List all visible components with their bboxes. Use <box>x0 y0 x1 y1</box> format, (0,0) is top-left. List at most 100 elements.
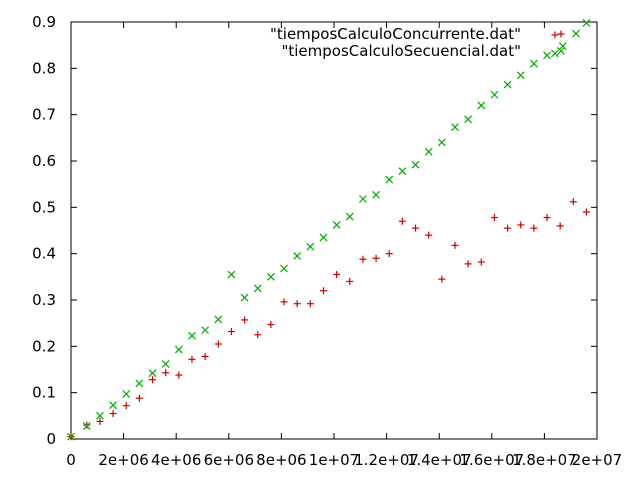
data-point-d2 <box>529 59 538 68</box>
data-point-d2 <box>464 115 473 124</box>
data-point-d2 <box>188 331 196 340</box>
data-point <box>333 271 341 279</box>
data-point <box>227 328 235 336</box>
data-point <box>201 353 209 361</box>
data-point <box>149 376 157 384</box>
data-point-d2 <box>266 272 275 281</box>
data-point-d2 <box>109 401 118 410</box>
legend-marker-plus <box>557 30 565 38</box>
data-point <box>556 222 564 230</box>
data-point <box>516 71 525 80</box>
data-point <box>188 355 196 363</box>
y-tick-label: 0 <box>46 430 56 448</box>
x-tick-label: 1.6e+07 <box>459 451 524 469</box>
data-point-d2 <box>227 270 236 279</box>
data-point-d2 <box>516 71 525 80</box>
data-point-d2 <box>582 19 591 27</box>
data-point-d2 <box>385 175 394 184</box>
data-point <box>504 224 512 232</box>
x-tick-label: 0 <box>66 451 76 469</box>
data-point <box>345 212 354 221</box>
data-point-d2 <box>332 221 341 229</box>
data-point <box>572 29 580 38</box>
legend-symbol-d2 <box>557 47 565 55</box>
legend-entry-secuencial: "tiemposCalculoSecuencial.dat" <box>281 42 565 60</box>
data-point <box>135 394 143 402</box>
data-point <box>306 242 315 251</box>
data-point <box>241 316 249 324</box>
data-point <box>438 275 446 283</box>
data-point <box>96 417 104 425</box>
data-point <box>161 360 170 368</box>
data-point-d2 <box>398 167 407 176</box>
data-point <box>175 371 183 379</box>
data-point <box>424 147 433 156</box>
data-point <box>254 331 262 339</box>
data-point <box>214 315 223 324</box>
data-point-d2 <box>280 264 288 273</box>
data-point <box>477 101 486 110</box>
legend: "tiemposCalculoConcurrente.dat" "tiempos… <box>270 25 565 60</box>
data-point <box>398 167 407 176</box>
data-point <box>240 293 249 302</box>
data-point-d2 <box>161 360 170 368</box>
data-point-d2 <box>550 49 559 58</box>
data-point <box>359 255 367 263</box>
data-point <box>227 270 236 279</box>
data-point <box>412 224 420 232</box>
y-tick-label: 0.8 <box>32 59 56 77</box>
data-point <box>451 123 459 132</box>
data-point <box>464 260 472 268</box>
data-point-d2 <box>451 123 459 132</box>
data-point-d2 <box>543 51 551 60</box>
legend-label: "tiemposCalculoSecuencial.dat" <box>281 42 521 60</box>
data-point-d2 <box>490 90 499 99</box>
y-tick-label: 0.3 <box>32 291 56 309</box>
data-point <box>582 208 590 216</box>
data-point <box>385 175 394 184</box>
data-point <box>558 42 567 51</box>
data-point-d2 <box>174 345 183 354</box>
data-point-d2 <box>122 390 131 398</box>
data-point-d2 <box>214 315 223 324</box>
data-point-d2 <box>411 160 420 169</box>
data-point <box>569 198 577 206</box>
data-point-d2 <box>96 411 104 420</box>
data-point <box>162 369 170 377</box>
data-point <box>372 254 380 262</box>
legend-marker-cross <box>557 47 565 55</box>
data-point <box>437 138 446 147</box>
data-point-d2 <box>558 42 567 51</box>
y-tick-label: 0.4 <box>32 245 56 263</box>
data-point <box>517 221 525 229</box>
data-point <box>253 284 262 293</box>
x-tick-label: 2e+07 <box>572 451 622 469</box>
data-point <box>550 49 559 58</box>
data-point-d2 <box>572 29 580 38</box>
data-point <box>359 195 367 203</box>
data-point <box>96 411 104 420</box>
data-point <box>214 340 222 348</box>
data-point-d2 <box>67 432 75 441</box>
data-point <box>280 264 288 273</box>
data-point-d2 <box>372 190 381 199</box>
data-point-d2 <box>201 326 210 335</box>
data-point <box>543 51 551 60</box>
data-point <box>530 224 538 232</box>
data-point <box>188 331 196 340</box>
data-point <box>490 90 499 99</box>
data-point <box>293 252 302 260</box>
x-tick-label: 8e+06 <box>256 451 306 469</box>
data-point-d2 <box>135 379 144 388</box>
data-point <box>346 277 354 285</box>
data-point <box>582 19 591 27</box>
data-point-d2 <box>437 138 446 147</box>
data-point <box>135 379 144 388</box>
data-point <box>109 401 118 410</box>
data-point <box>503 80 512 89</box>
data-point <box>174 345 183 354</box>
data-point <box>411 160 420 169</box>
legend-symbol <box>557 47 565 55</box>
